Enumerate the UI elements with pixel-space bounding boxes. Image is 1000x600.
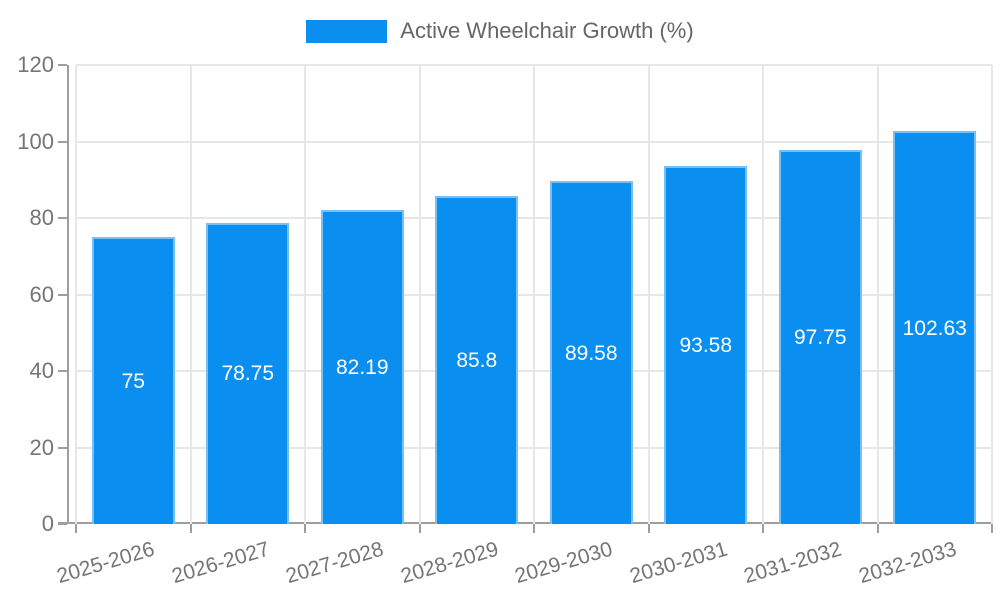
gridline-vertical	[533, 65, 535, 524]
bar-2031-2032[interactable]: 97.75	[778, 150, 862, 524]
x-axis-tick	[876, 524, 879, 533]
bar-2032-2033[interactable]: 102.63	[893, 131, 977, 524]
bar-2027-2028[interactable]: 82.19	[320, 209, 404, 524]
x-axis-tick	[991, 524, 993, 533]
bar-2029-2030[interactable]: 89.58	[549, 181, 633, 524]
y-axis-tick	[58, 64, 67, 66]
legend-item[interactable]: Active Wheelchair Growth (%)	[0, 17, 1000, 45]
y-axis-tick	[58, 446, 67, 449]
legend-label: Active Wheelchair Growth (%)	[400, 18, 694, 43]
plot-area: 75 78.75 82.19 85.8 89.58 93.58 97.75 102.63	[75, 64, 993, 524]
legend-swatch	[306, 19, 388, 43]
bar-2026-2027[interactable]: 78.75	[206, 222, 290, 524]
y-axis-tick-label: 100	[17, 128, 54, 154]
gridline-vertical	[762, 65, 764, 524]
y-axis-tick-label: 120	[17, 52, 54, 77]
y-axis-tick	[58, 140, 67, 143]
bar-value-label: 97.75	[793, 326, 847, 350]
bar-value-label: 82.19	[335, 355, 389, 379]
bar-2025-2026[interactable]: 75	[91, 237, 175, 524]
bar-value-label: 75	[121, 369, 145, 393]
x-axis-tick	[762, 524, 764, 533]
bar-value-label: 102.63	[902, 316, 967, 340]
gridline-vertical	[991, 65, 993, 524]
gridline-vertical	[304, 65, 306, 524]
y-axis-tick	[58, 370, 67, 372]
bar-value-label: 93.58	[679, 334, 733, 358]
x-axis-line	[58, 522, 992, 524]
y-axis-tick	[58, 523, 67, 525]
y-axis-tick	[58, 217, 67, 219]
x-axis-tick	[533, 524, 535, 533]
y-axis-tick-label: 60	[29, 281, 54, 307]
bar-value-label: 89.58	[564, 341, 618, 365]
x-axis-tick	[304, 524, 306, 533]
gridline-vertical	[189, 65, 192, 524]
y-axis-tick-label: 80	[29, 205, 54, 230]
x-axis-tick	[189, 524, 192, 533]
x-axis-tick	[647, 524, 650, 533]
y-axis-line	[67, 65, 69, 524]
gridline-vertical	[75, 65, 77, 524]
gridline-vertical	[418, 65, 421, 524]
y-axis-tick-label: 40	[29, 358, 54, 383]
gridline-vertical	[647, 65, 650, 524]
gridline-vertical	[876, 65, 879, 524]
bar-2030-2031[interactable]: 93.58	[664, 166, 748, 524]
y-axis-tick-label: 20	[29, 434, 54, 460]
x-axis-tick	[418, 524, 421, 533]
bar-value-label: 78.75	[221, 362, 275, 386]
x-axis-tick	[75, 524, 77, 533]
bar-value-label: 85.8	[456, 348, 498, 372]
y-axis-tick-label: 0	[41, 511, 54, 536]
y-axis-tick	[58, 293, 67, 296]
bar-2028-2029[interactable]: 85.8	[435, 195, 519, 524]
